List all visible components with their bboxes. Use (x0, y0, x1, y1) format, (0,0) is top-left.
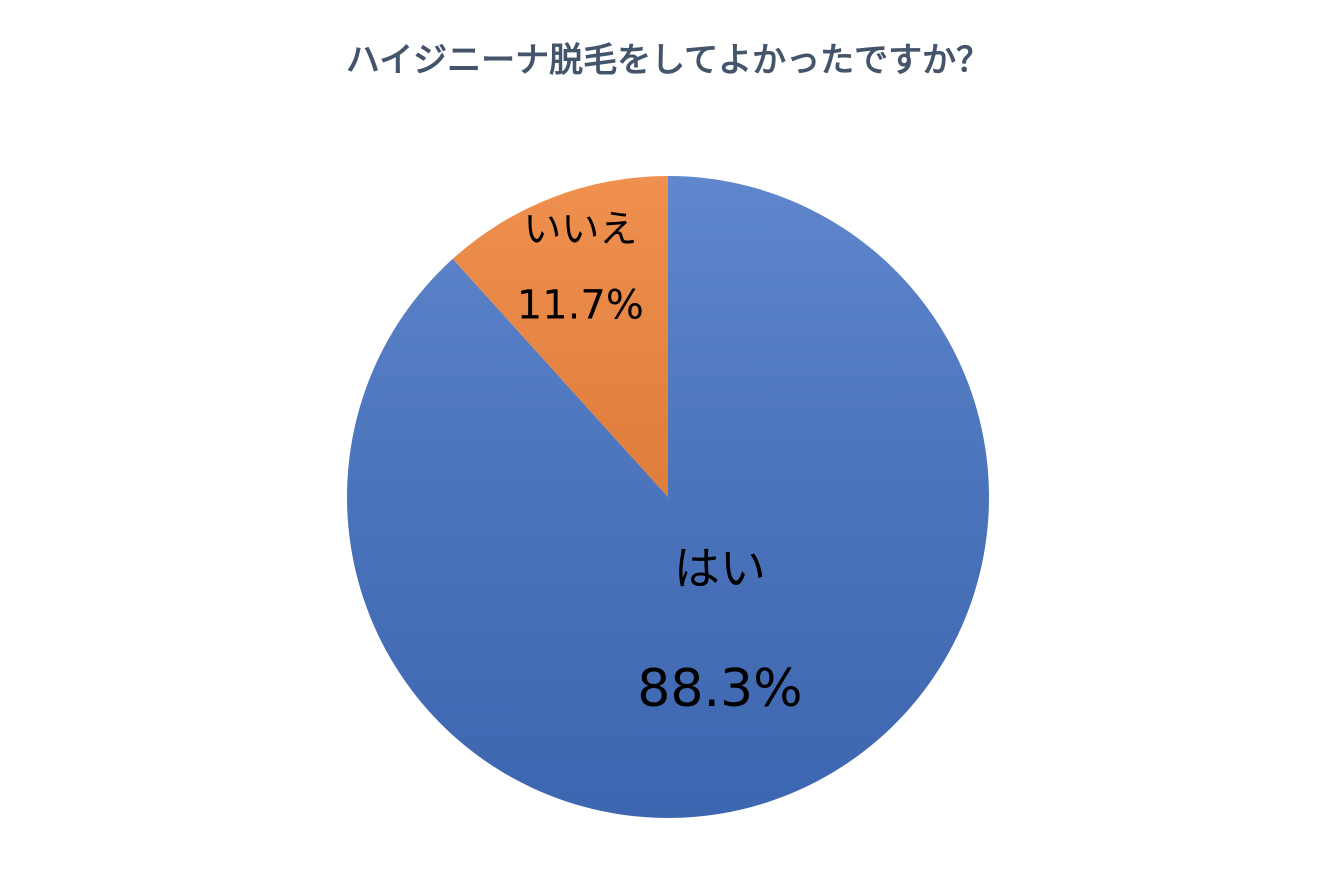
value-label: 11.7% (517, 282, 644, 328)
slices (346, 176, 989, 818)
category-label: いいえ (523, 207, 637, 251)
value-label: 88.3% (637, 659, 802, 719)
chart-title: ハイジニーナ脱毛をしてよかったですか？ (346, 41, 990, 81)
category-label: はい (674, 541, 766, 595)
labels: はい 88.3% いいえ 11.7% (517, 207, 803, 719)
